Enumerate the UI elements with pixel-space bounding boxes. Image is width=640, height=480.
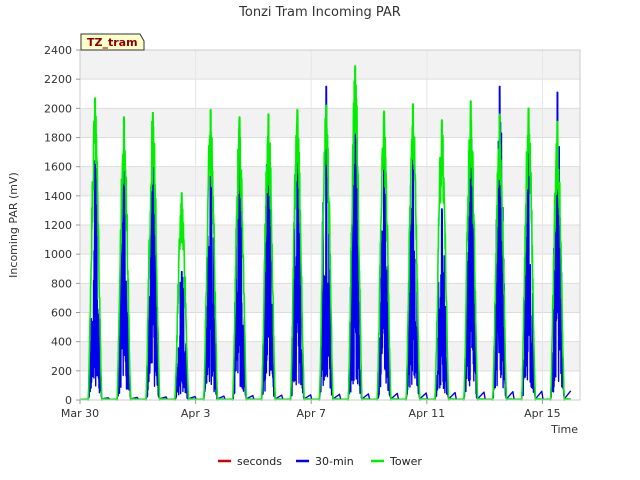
y-tick-label: 1000 <box>44 248 72 261</box>
grid-band <box>80 108 580 138</box>
legend-label-30-min: 30-min <box>315 455 354 468</box>
legend: seconds 30-min Tower <box>218 455 422 468</box>
series-layer <box>80 65 572 401</box>
chart-title: Tonzi Tram Incoming PAR <box>238 5 401 20</box>
y-axis-title: Incoming PAR (mV) <box>7 172 20 278</box>
y-tick-label: 1600 <box>44 161 72 174</box>
y-tick-label: 2200 <box>44 73 72 86</box>
x-axis: Mar 30 Apr 3 Apr 7 Apr 11 Apr 15 <box>61 400 561 420</box>
series-line-tower <box>80 65 571 401</box>
x-axis-title: Time <box>550 423 578 436</box>
y-tick-label: 600 <box>51 307 72 320</box>
y-axis: 0 200 400 600 800 1000 1200 1400 1600 1800 2000 220… <box>44 44 80 407</box>
legend-label-tower: Tower <box>389 455 422 468</box>
y-tick-label: 400 <box>51 336 72 349</box>
y-tick-label: 2000 <box>44 102 72 115</box>
annotation-label: TZ_tram <box>87 36 138 49</box>
y-tick-label: 1200 <box>44 219 72 232</box>
x-tick-label: Apr 15 <box>524 407 561 420</box>
annotation-box: TZ_tram <box>80 33 145 51</box>
y-tick-label: 0 <box>65 394 72 407</box>
y-tick-label: 800 <box>51 277 72 290</box>
x-tick-label: Mar 30 <box>61 407 99 420</box>
grid-band <box>80 50 580 80</box>
x-tick-label: Apr 7 <box>296 407 326 420</box>
x-tick-label: Apr 11 <box>409 407 446 420</box>
y-tick-label: 1800 <box>44 132 72 145</box>
legend-label-seconds: seconds <box>237 455 282 468</box>
y-tick-label: 200 <box>51 365 72 378</box>
x-tick-label: Apr 3 <box>181 407 211 420</box>
y-tick-label: 1400 <box>44 190 72 203</box>
y-tick-label: 2400 <box>44 44 72 57</box>
